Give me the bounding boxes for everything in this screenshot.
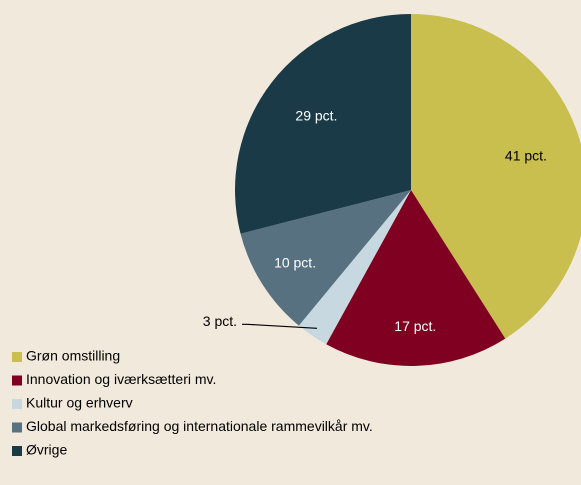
- legend-label: Grøn omstilling: [26, 348, 120, 364]
- slice-label: 41 pct.: [505, 147, 547, 163]
- pie-slice: [411, 14, 581, 339]
- legend-swatch: [12, 446, 22, 456]
- legend-label: Kultur og erhverv: [26, 395, 133, 411]
- legend-label: Global markedsføring og internationale r…: [26, 418, 373, 434]
- slice-label: 17 pct.: [394, 318, 436, 334]
- pie-slice: [326, 190, 506, 366]
- slice-label: 10 pct.: [274, 254, 316, 270]
- legend-label: Øvrige: [26, 442, 67, 458]
- slice-label: 3 pct.: [203, 313, 237, 329]
- legend-swatch: [12, 352, 22, 362]
- legend-swatch: [12, 399, 22, 409]
- legend-swatch: [12, 375, 22, 386]
- legend-label: Innovation og iværksætteri mv.: [26, 371, 216, 387]
- pie-slice: [235, 14, 411, 234]
- leader-line: [242, 323, 318, 329]
- pie-slice: [298, 190, 411, 345]
- slice-label: 29 pct.: [295, 107, 337, 123]
- legend-swatch: [12, 422, 22, 433]
- pie-slice: [240, 190, 411, 326]
